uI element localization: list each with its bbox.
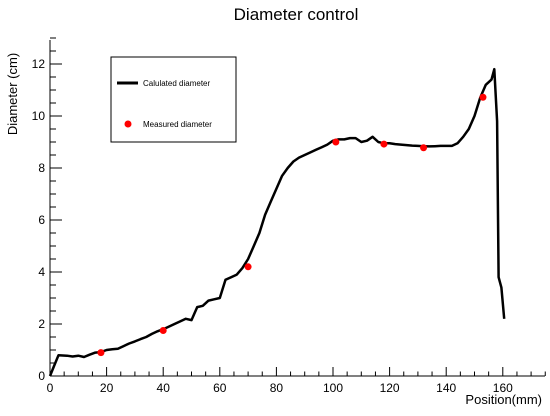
x-tick-label: 0 bbox=[47, 381, 54, 395]
x-tick-label: 120 bbox=[380, 381, 400, 395]
series-line-calculated-diameter bbox=[48, 67, 506, 377]
x-ticks: 0 20 40 60 80 100 120 140 160 bbox=[47, 367, 546, 395]
legend-label-measured: Measured diameter bbox=[143, 120, 212, 129]
x-tick-label: 60 bbox=[213, 381, 227, 395]
x-axis-label: Position(mm) bbox=[465, 392, 542, 407]
x-tick-label: 160 bbox=[493, 381, 513, 395]
data-point-measured-diameter bbox=[332, 138, 340, 146]
y-tick-label: 2 bbox=[38, 317, 45, 331]
y-tick-label: 4 bbox=[38, 265, 45, 279]
data-point-measured-diameter bbox=[244, 263, 252, 271]
y-tick-label: 0 bbox=[38, 369, 45, 383]
x-tick-label: 140 bbox=[436, 381, 456, 395]
x-tick-label: 20 bbox=[100, 381, 114, 395]
legend-box bbox=[110, 56, 237, 143]
y-tick-label: 8 bbox=[38, 161, 45, 175]
x-tick-label: 100 bbox=[323, 381, 343, 395]
y-ticks: 0 2 4 6 8 10 12 bbox=[32, 37, 62, 383]
legend: Calulated diameter Measured diameter bbox=[110, 56, 237, 143]
chart-title: Diameter control bbox=[234, 5, 359, 24]
data-point-measured-diameter bbox=[97, 349, 105, 357]
data-point-measured-diameter bbox=[479, 93, 487, 101]
x-tick-label: 80 bbox=[270, 381, 284, 395]
y-tick-label: 6 bbox=[38, 213, 45, 227]
axes: 0 20 40 60 80 100 120 140 160 0 2 4 6 8 10 12 bbox=[32, 37, 546, 395]
y-tick-label: 10 bbox=[32, 109, 46, 123]
data-point-measured-diameter bbox=[380, 140, 388, 148]
data-point-measured-diameter bbox=[420, 144, 428, 152]
y-axis-label: Diameter (cm) bbox=[5, 53, 20, 135]
data-point-measured-diameter bbox=[159, 327, 167, 334]
legend-label-calculated: Calulated diameter bbox=[143, 79, 210, 88]
y-tick-label: 12 bbox=[32, 57, 46, 71]
x-tick-label: 40 bbox=[157, 381, 171, 395]
plot-area bbox=[48, 67, 506, 377]
legend-dot-marker bbox=[124, 120, 132, 128]
